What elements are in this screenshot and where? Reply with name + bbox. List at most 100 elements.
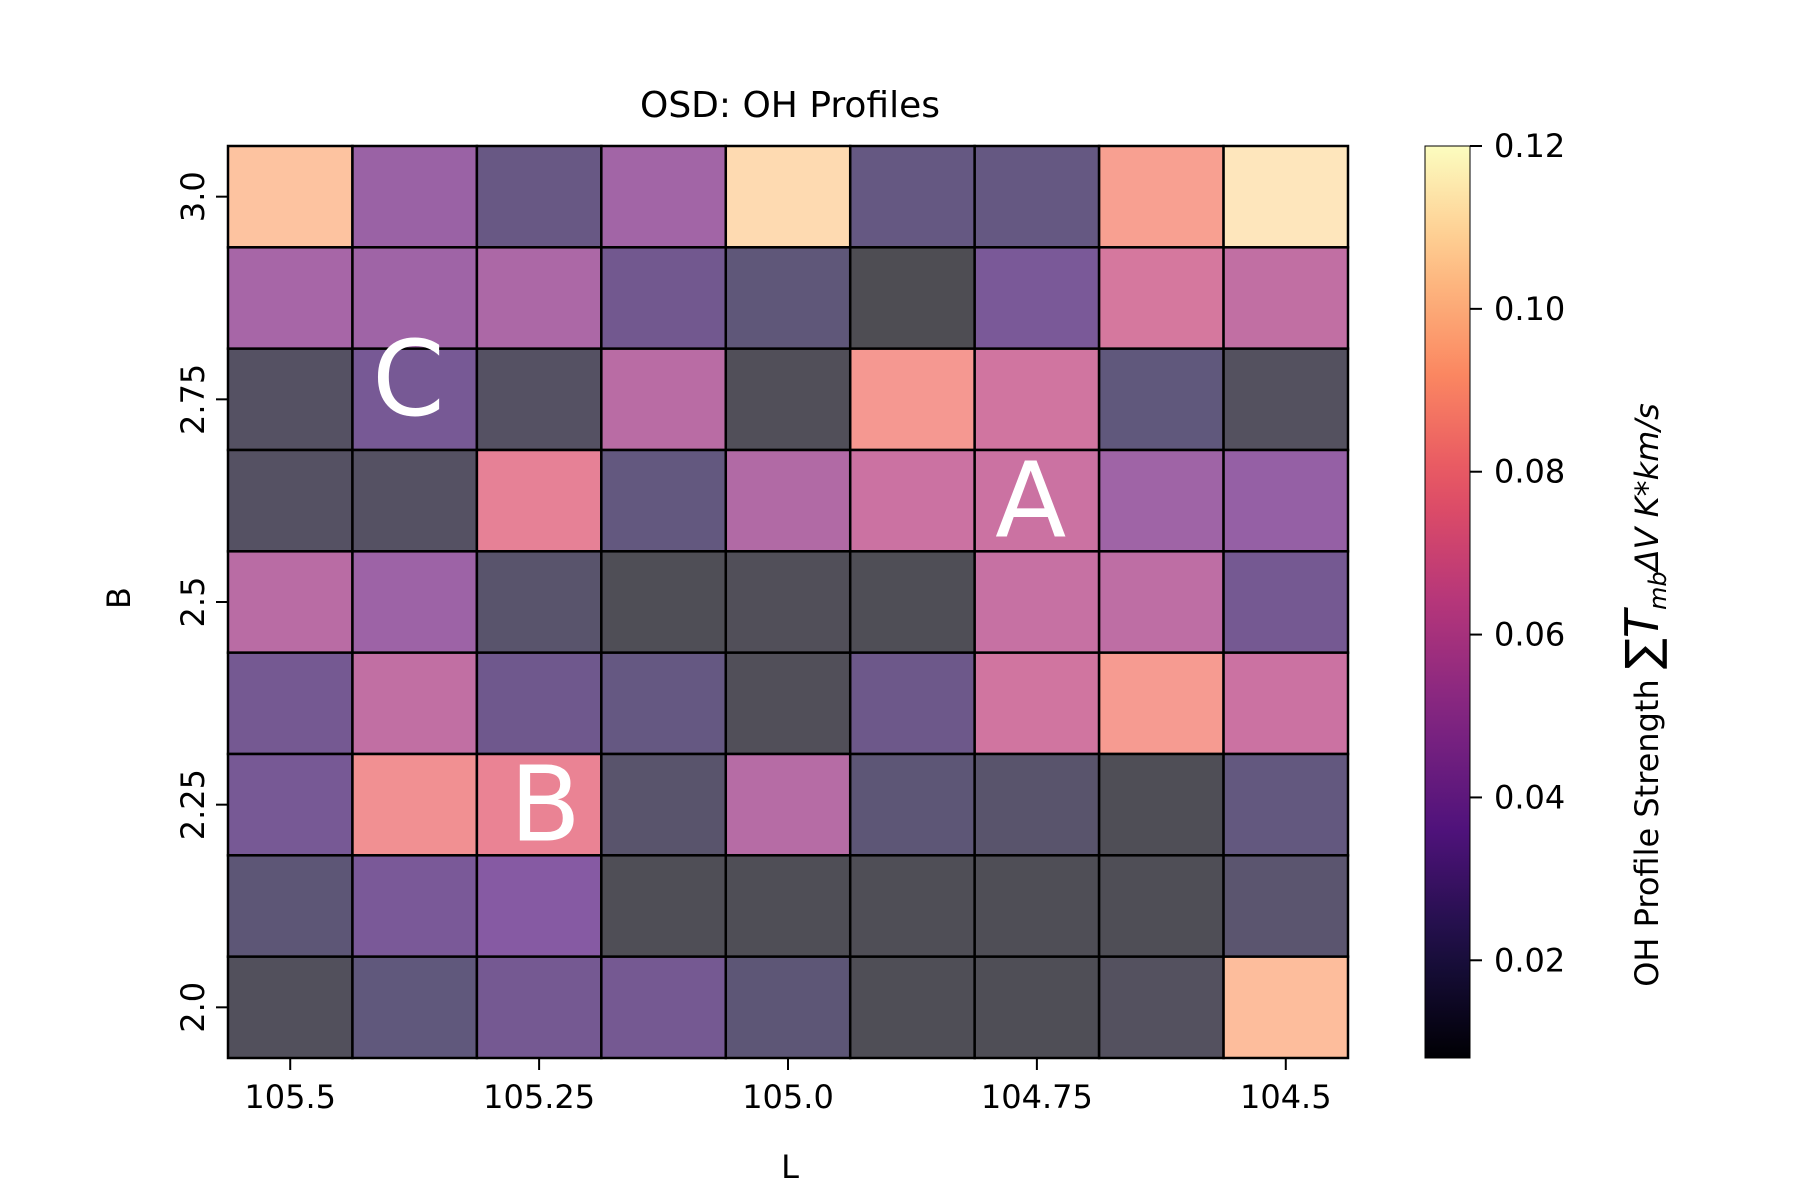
heatmap-cell [848,246,976,350]
annotation-label: C [372,318,445,440]
heatmap-cell [600,246,728,350]
y-tick-label: 2.0 [174,982,212,1033]
chart-title: OSD: OH Profiles [640,85,940,126]
heatmap-cell [475,955,603,1060]
colorbar-label-suffix: ΔV K*km/s [1628,403,1666,574]
heatmap-cell [351,752,479,857]
heatmap-cell [351,651,479,756]
heatmap-cell [724,651,852,756]
colorbar-tick-label: 0.04 [1494,778,1565,816]
heatmap-cell [600,144,728,249]
x-axis-ticks: 105.5 105.25 105.0 104.75 104.5 [244,1058,1332,1116]
colorbar-label: OH Profile Strength ∑TmbΔV K*km/s [1615,403,1672,987]
heatmap-cell [351,144,479,249]
heatmap-cell [226,955,354,1060]
y-axis-ticks: 3.0 2.75 2.5 2.25 2.0 [174,171,228,1033]
heatmap-cell [226,651,354,756]
heatmap-cell [226,854,354,958]
colorbar-label-prefix: OH Profile Strength [1628,669,1666,987]
heatmap-cell [351,854,479,958]
heatmap-cell [1222,955,1350,1060]
y-axis-label: B [100,587,138,609]
heatmap-cell [1097,651,1225,756]
colorbar-tick-label: 0.02 [1494,941,1565,979]
heatmap-cell [848,752,976,857]
heatmap-cell [475,550,603,654]
heatmap-cell [848,550,976,654]
heatmap-cell [724,854,852,958]
heatmap-cell [1097,448,1225,553]
y-tick-label: 2.75 [174,364,212,435]
heatmap-cell [351,955,479,1060]
heatmap-cell [973,752,1101,857]
heatmap-cell [724,144,852,249]
heatmap-cell [1222,144,1350,249]
heatmap-cell [351,246,479,350]
heatmap-cell [1222,550,1350,654]
heatmap-cell [600,752,728,857]
heatmap-cell [848,448,976,553]
heatmap-cell [973,651,1101,756]
heatmap-cell [351,347,479,452]
heatmap-cell [724,752,852,857]
heatmap-cell [600,448,728,553]
y-tick-label: 2.5 [174,577,212,628]
heatmap-cell [1222,651,1350,756]
heatmap-cell [226,347,354,452]
y-tick-label: 3.0 [174,171,212,222]
heatmap-cell [226,752,354,857]
heatmap-cell [1222,347,1350,452]
heatmap-cell [475,448,603,553]
heatmap-cell [226,448,354,553]
heatmap-cell [1097,550,1225,654]
heatmap-cell [848,347,976,452]
heatmap-cell [848,955,976,1060]
heatmap-cell [973,550,1101,654]
x-axis-label: L [781,1148,799,1186]
heatmap-cell [724,550,852,654]
heatmap-cell [600,550,728,654]
heatmap-cell [973,955,1101,1060]
heatmap-cell [1222,448,1350,553]
region-annotations: A B C [372,318,1066,866]
heatmap-cell [226,246,354,350]
annotation-label: A [995,440,1066,562]
heatmap-cell [724,448,852,553]
y-tick-label: 2.25 [174,769,212,840]
heatmap-cell [724,246,852,350]
heatmap-cells [226,144,1350,1060]
heatmap-cell [1097,955,1225,1060]
heatmap-cell [1097,144,1225,249]
heatmap-cell [351,448,479,553]
heatmap-cell [1097,752,1225,857]
heatmap-cell [351,550,479,654]
heatmap-cell [475,347,603,452]
colorbar-label-math: ∑T [1615,606,1669,669]
x-tick-label: 105.0 [742,1078,834,1116]
heatmap-cell [848,144,976,249]
heatmap-cell [973,854,1101,958]
heatmap-cell [1097,854,1225,958]
heatmap-cell [1222,752,1350,857]
annotation-label: B [510,744,581,866]
heatmap-cell [475,246,603,350]
heatmap-cell [475,854,603,958]
heatmap-cell [600,854,728,958]
colorbar-tick-label: 0.12 [1494,127,1565,165]
colorbar-tick-label: 0.08 [1494,453,1565,491]
heatmap-cell [600,651,728,756]
heatmap-cell [475,651,603,756]
heatmap-cell [724,955,852,1060]
colorbar-label-sub: mb [1644,571,1672,610]
heatmap-cell [973,246,1101,350]
heatmap-cell [475,144,603,249]
heatmap-cell [1097,347,1225,452]
colorbar-tick-label: 0.10 [1494,290,1565,328]
heatmap-cell [848,651,976,756]
heatmap-cell [226,550,354,654]
x-tick-label: 104.75 [981,1078,1093,1116]
heatmap-cell [1222,246,1350,350]
colorbar-ticks: 0.02 0.04 0.06 0.08 0.10 0.12 [1424,127,1565,1059]
colorbar-frame [1424,145,1471,1059]
